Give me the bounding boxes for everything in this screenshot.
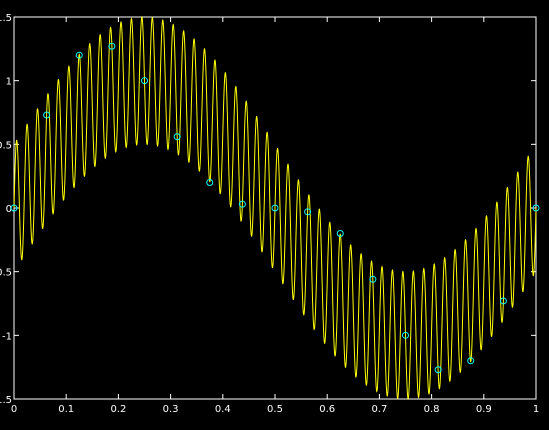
sample-marker	[532, 204, 540, 212]
sample-marker	[43, 111, 51, 119]
x-tick-label: 1	[533, 404, 539, 415]
sample-marker	[271, 204, 279, 212]
x-tick-label: 0.4	[215, 404, 231, 415]
sample-marker	[336, 229, 344, 237]
y-tick-label: -1	[2, 331, 12, 342]
sample-marker	[206, 179, 214, 187]
sample-marker	[369, 275, 377, 283]
x-tick-label: 0.5	[267, 404, 283, 415]
x-tick-label: 0.3	[163, 404, 179, 415]
x-tick-label: 0.9	[476, 404, 492, 415]
y-tick-label: -0.5	[0, 268, 12, 279]
y-tick-label: -1.5	[0, 395, 12, 406]
sample-markers-layer	[10, 42, 540, 374]
sample-marker	[141, 77, 148, 85]
sample-marker	[402, 331, 409, 339]
sample-marker	[108, 42, 116, 50]
x-tick-label: 0.7	[371, 404, 387, 415]
sample-marker	[304, 208, 312, 216]
sample-marker	[238, 200, 246, 208]
x-tick-label: 0.2	[110, 404, 126, 415]
sample-marker	[467, 357, 475, 365]
y-tick-label: 0.5	[0, 140, 12, 151]
x-tick-label: 0	[11, 404, 17, 415]
sample-marker	[499, 297, 507, 305]
y-tick-label: 0	[6, 204, 12, 215]
y-tick-label: 1.5	[0, 13, 12, 24]
x-tick-label: 0.1	[58, 404, 74, 415]
sample-marker	[75, 51, 83, 59]
sample-marker	[434, 366, 442, 374]
sample-marker	[10, 204, 18, 212]
x-tick-label: 0.8	[424, 404, 440, 415]
y-tick-label: 1	[6, 77, 12, 88]
signal-line-layer	[13, 15, 537, 401]
x-tick-label: 0.6	[319, 404, 335, 415]
sample-marker	[173, 133, 181, 141]
signal-line	[13, 15, 537, 401]
